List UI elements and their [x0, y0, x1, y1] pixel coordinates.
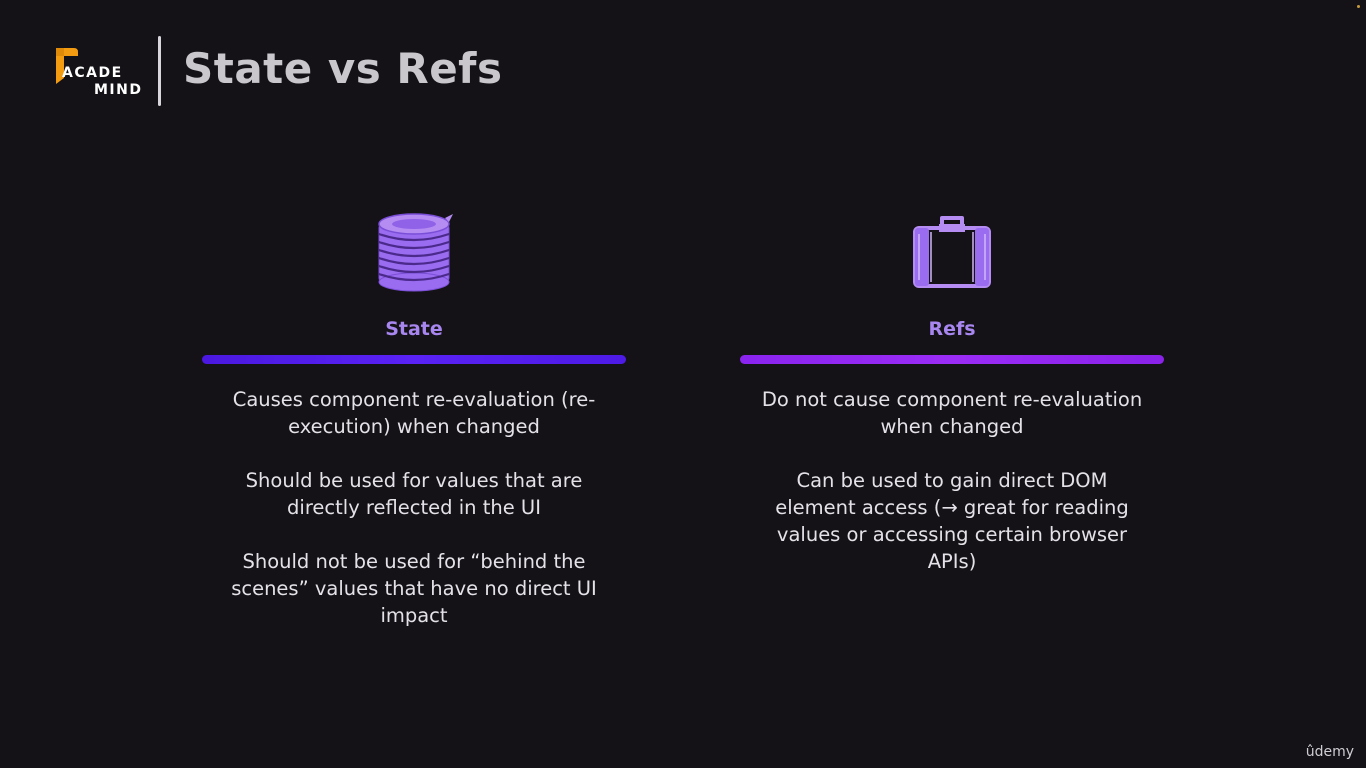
state-underline [202, 355, 626, 364]
list-item: Do not cause component re-evaluation whe… [761, 388, 1143, 438]
list-item: Can be used to gain direct DOM element a… [775, 469, 1129, 573]
page-title: State vs Refs [183, 44, 503, 93]
logo-text-bottom: MIND [94, 82, 143, 98]
refs-column: Refs Do not cause component re-evaluatio… [740, 210, 1164, 602]
logo-text-top: ACADE [62, 65, 123, 81]
list-item: Should be used for values that are direc… [245, 469, 583, 519]
list-item: Should not be used for “behind the scene… [231, 550, 597, 627]
logo-mark-icon [56, 48, 78, 84]
corner-dot [1357, 5, 1360, 8]
state-points: Causes component re-evaluation (re-execu… [202, 386, 626, 629]
briefcase-icon [913, 216, 991, 288]
database-icon [377, 213, 453, 292]
refs-points: Do not cause component re-evaluation whe… [740, 386, 1164, 575]
state-heading: State [385, 318, 443, 340]
refs-heading: Refs [928, 318, 976, 340]
udemy-watermark: ûdemy [1305, 744, 1354, 760]
academind-logo: ACADE MIND [52, 44, 144, 100]
list-item: Causes component re-evaluation (re-execu… [232, 388, 596, 438]
state-column: State Causes component re-evaluation (re… [202, 210, 626, 656]
header-divider [158, 36, 161, 106]
refs-underline [740, 355, 1164, 364]
